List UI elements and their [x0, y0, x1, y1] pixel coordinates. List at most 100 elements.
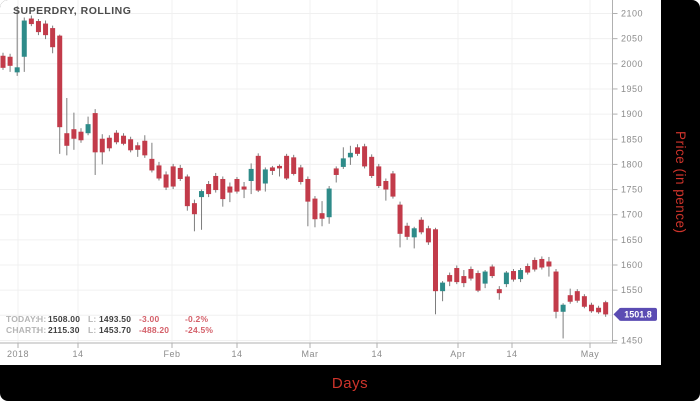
- candlestick: [518, 268, 524, 283]
- candlestick: [376, 163, 382, 189]
- candlestick: [177, 164, 183, 181]
- candlestick: [347, 145, 353, 165]
- stats-label: TODAY:: [6, 314, 39, 324]
- candlestick: [539, 256, 545, 270]
- candlestick: [71, 112, 77, 150]
- candlestick: [340, 147, 346, 169]
- candlestick: [199, 189, 205, 230]
- x-axis-tick-label: 14: [72, 349, 83, 359]
- candlestick: [64, 98, 70, 156]
- candlestick: [0, 52, 6, 70]
- candlestick: [43, 20, 49, 40]
- y-axis-tick-label: 1700: [621, 210, 643, 220]
- y-axis-tick-label: 2050: [621, 34, 643, 44]
- candlestick: [269, 165, 275, 175]
- high-label: H:: [37, 324, 47, 335]
- candlestick: [496, 286, 502, 300]
- candlestick: [184, 174, 190, 211]
- candlestick: [99, 134, 105, 165]
- today-high-value: 1508.00: [48, 314, 81, 324]
- candlestick: [440, 281, 446, 302]
- candlestick: [596, 305, 602, 314]
- candlestick: [312, 196, 318, 228]
- candlestick: [326, 186, 332, 224]
- x-axis-labels: 2018 14 Feb 14 Mar 14 Apr 14 May: [7, 343, 599, 359]
- candlestick: [163, 171, 169, 191]
- stats-summary: TODAY: H: 1508.00 L: 1493.50 -3.00 -0.2%…: [6, 314, 225, 335]
- candlestick: [425, 225, 431, 245]
- candlestick: [298, 164, 304, 185]
- y-axis-tick-label: 2100: [621, 9, 643, 19]
- candlestick: [227, 182, 233, 203]
- candlestick: [262, 167, 268, 192]
- candlestick: [21, 17, 27, 72]
- low-label: L:: [88, 314, 97, 324]
- candlestick: [468, 266, 474, 281]
- candlestick: [156, 161, 162, 181]
- candlestick: [57, 34, 63, 154]
- candlestick-chart[interactable]: 2100 2050 2000 1950 1900 1850 1800 1750 1700 1650…: [0, 0, 661, 365]
- y-axis-tick-label: 1750: [621, 185, 643, 195]
- candlestick: [92, 109, 98, 175]
- y-axis-tick-label: 1450: [621, 335, 643, 345]
- y-axis-tick-label: 1950: [621, 84, 643, 94]
- last-price-value: 1501.8: [624, 310, 652, 320]
- today-low-value: 1493.50: [99, 314, 132, 324]
- axis-lines: [0, 0, 617, 344]
- candlestick: [532, 257, 538, 272]
- candlestick: [241, 182, 247, 199]
- candlestick: [305, 176, 311, 227]
- price-gridlines: [0, 13, 613, 341]
- candlestick: [291, 154, 297, 176]
- chart-change-value: -488.20: [139, 324, 170, 335]
- candlestick: [333, 166, 339, 183]
- x-axis-tick-label: 14: [506, 349, 517, 359]
- candlestick: [546, 256, 552, 277]
- high-label: H:: [37, 314, 47, 324]
- candlestick: [510, 269, 516, 282]
- candlestick: [418, 217, 424, 235]
- candlestick: [525, 263, 531, 275]
- candlestick: [355, 144, 360, 156]
- candlestick: [567, 288, 573, 304]
- stats-row-today: TODAY: H: 1508.00 L: 1493.50 -3.00 -0.2%: [6, 314, 225, 325]
- candlestick: [581, 294, 587, 309]
- candlestick: [78, 128, 84, 143]
- candlestick: [85, 116, 91, 136]
- candlestick: [255, 153, 261, 193]
- candlestick: [142, 135, 148, 158]
- chart-change-percent: -24.5%: [185, 324, 214, 335]
- candlestick: [461, 270, 467, 288]
- candlestick: [397, 201, 403, 248]
- x-axis-tick-label: 14: [371, 349, 382, 359]
- candlestick: [482, 270, 488, 289]
- stats-label: CHART:: [6, 324, 39, 335]
- candlestick: [588, 302, 594, 313]
- x-axis-tick-label: Feb: [163, 349, 180, 359]
- candlestick: [369, 154, 375, 178]
- stats-row-chart: CHART: H: 2115.30 L: 1453.70 -488.20 -24…: [6, 325, 225, 336]
- candlestick: [404, 222, 410, 240]
- today-change-percent: -0.2%: [185, 314, 209, 324]
- chart-high-value: 2115.30: [48, 324, 80, 335]
- candlestick: [503, 271, 509, 288]
- candlestick: [170, 163, 176, 190]
- candlestick: [206, 180, 212, 198]
- candlestick: [390, 170, 396, 199]
- candlestick: [560, 303, 566, 339]
- candlestick: [454, 265, 460, 285]
- candles-layer: [0, 5, 609, 339]
- candlestick: [432, 227, 438, 315]
- candlestick: [574, 289, 580, 303]
- candlestick: [248, 163, 254, 195]
- candlestick: [128, 136, 134, 153]
- y-axis-tick-label: 1800: [621, 159, 643, 169]
- candlestick: [362, 143, 368, 169]
- date-gridlines: [17, 0, 591, 343]
- candlestick: [135, 142, 141, 157]
- candlestick: [383, 178, 389, 201]
- x-axis-tick-label: Mar: [302, 349, 319, 359]
- chart-panel: 2100 2050 2000 1950 1900 1850 1800 1750 1700 1650…: [0, 0, 661, 365]
- candlestick: [277, 164, 283, 177]
- chart-low-value: 1453.70: [99, 324, 132, 335]
